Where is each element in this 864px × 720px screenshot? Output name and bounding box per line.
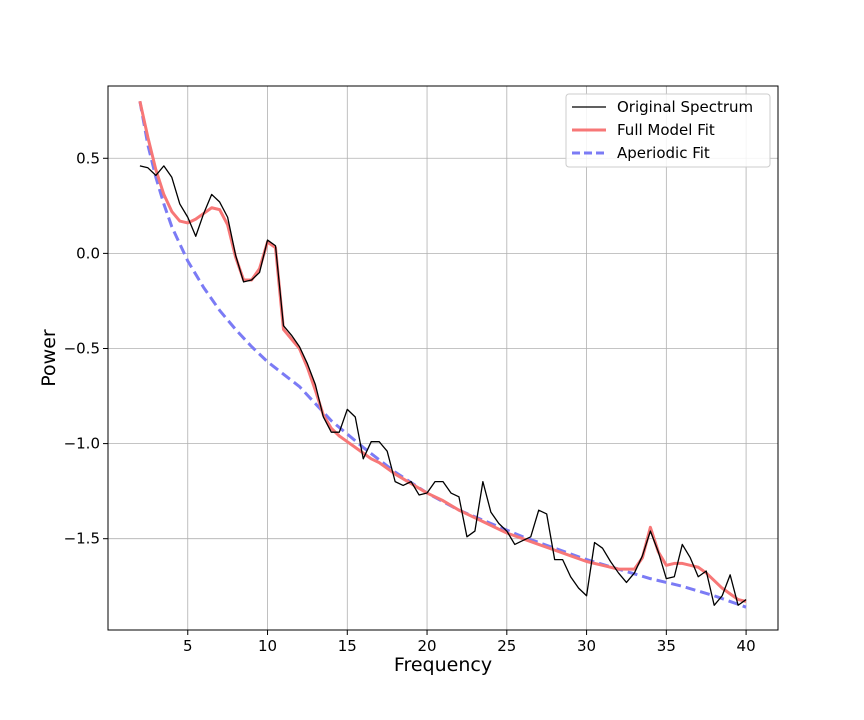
x-tick-label: 5 (183, 637, 193, 655)
series-line-original-spectrum (139, 165, 747, 606)
series-line-full-model-fit (138, 100, 747, 603)
x-axis-label: Frequency (394, 654, 492, 676)
x-tick-label: 25 (497, 637, 516, 655)
legend: Original Spectrum Full Model Fit Aperiod… (565, 93, 771, 168)
x-tick-label: 20 (418, 637, 437, 655)
axis-ticks: 5 10 15 20 25 30 35 40 −1.5 −1.0 −0.5 0.0 0.5 (64, 149, 756, 655)
x-tick-label: 10 (258, 637, 277, 655)
series-line-aperiodic-fit (138, 100, 747, 609)
y-tick-label: −1.5 (64, 530, 100, 548)
x-tick-label: 35 (657, 637, 676, 655)
y-tick-label: −1.0 (64, 435, 100, 453)
y-tick-label: 0.5 (76, 149, 100, 167)
legend-label-original-spectrum: Original Spectrum (617, 98, 753, 116)
x-tick-label: 40 (737, 637, 756, 655)
x-tick-label: 30 (577, 637, 596, 655)
legend-label-aperiodic-fit: Aperiodic Fit (617, 144, 710, 162)
legend-label-full-model-fit: Full Model Fit (617, 121, 715, 139)
y-axis-label: Power (38, 329, 60, 387)
y-tick-label: 0.0 (76, 244, 100, 262)
legend-box (565, 93, 771, 168)
y-tick-label: −0.5 (64, 339, 100, 357)
x-tick-label: 15 (338, 637, 357, 655)
plot-frame (107, 85, 779, 631)
plot-area (138, 100, 747, 609)
grid-lines (108, 86, 778, 630)
